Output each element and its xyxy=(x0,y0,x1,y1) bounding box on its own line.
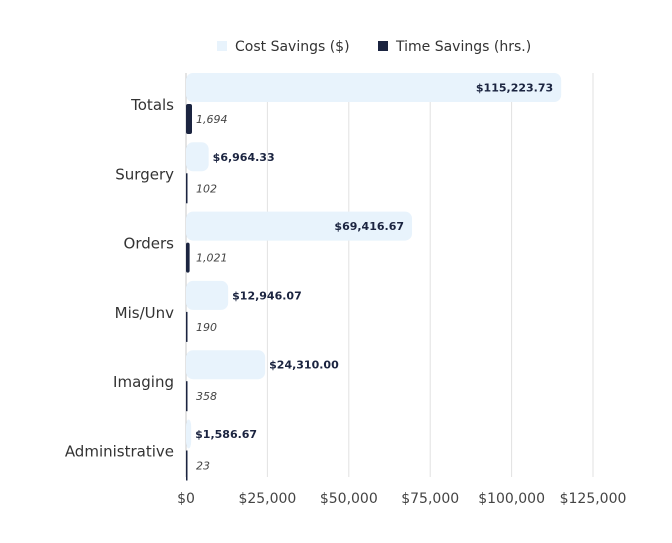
legend-label-time-savings: Time Savings (hrs.) xyxy=(395,39,531,55)
time-savings-label: 190 xyxy=(196,321,217,334)
chart-bars: $115,223.73 1,694 $6,964.33 102 $69,416.67 1,… xyxy=(186,73,562,481)
y-axis: Totals Surgery Orders Mis/Unv Imaging Adminis… xyxy=(65,96,174,461)
cost-savings-label: $1,586.67 xyxy=(195,428,257,441)
time-savings-label: 23 xyxy=(196,460,210,473)
chart-gridlines xyxy=(185,73,594,477)
category-label: Imaging xyxy=(113,373,174,391)
category-label: Orders xyxy=(124,235,175,253)
cost-savings-bar xyxy=(186,73,562,102)
cost-savings-label: $115,223.73 xyxy=(476,82,553,95)
x-tick-label: $50,000 xyxy=(320,491,378,507)
time-savings-label: 102 xyxy=(196,182,217,195)
time-savings-bar xyxy=(186,450,188,481)
cost-savings-label: $69,416.67 xyxy=(334,220,404,233)
x-tick-label: $75,000 xyxy=(401,491,459,507)
category-label: Surgery xyxy=(115,165,174,183)
cost-savings-bar xyxy=(186,350,266,380)
legend-swatch-cost-savings xyxy=(217,41,227,51)
time-savings-label: 1,021 xyxy=(196,252,228,265)
time-savings-bar xyxy=(186,173,188,204)
cost-savings-bar xyxy=(186,142,209,172)
cost-savings-bar xyxy=(186,419,192,449)
category-label: Totals xyxy=(130,96,174,114)
time-savings-bar xyxy=(186,104,192,134)
category-label: Mis/Unv xyxy=(115,304,174,322)
time-savings-bar xyxy=(186,242,190,273)
time-savings-bar xyxy=(186,381,188,412)
time-savings-bar xyxy=(186,311,188,342)
cost-savings-label: $6,964.33 xyxy=(213,151,275,164)
legend-label-cost-savings: Cost Savings ($) xyxy=(235,39,350,55)
x-axis: $0 $25,000 $50,000 $75,000 $100,000 $125,000 xyxy=(177,491,626,507)
cost-savings-label: $12,946.07 xyxy=(232,289,302,302)
time-savings-label: 1,694 xyxy=(196,113,228,126)
chart-legend: Cost Savings ($) Time Savings (hrs.) xyxy=(217,39,531,55)
cost-savings-bar xyxy=(186,280,229,310)
x-tick-label: $100,000 xyxy=(478,491,545,507)
cost-savings-label: $24,310.00 xyxy=(269,359,339,372)
x-tick-label: $125,000 xyxy=(560,491,627,507)
legend-swatch-time-savings xyxy=(378,41,388,51)
category-label: Administrative xyxy=(65,443,174,461)
cost-savings-bar xyxy=(186,211,413,241)
x-tick-label: $25,000 xyxy=(238,491,296,507)
x-tick-label: $0 xyxy=(177,491,195,507)
time-savings-label: 358 xyxy=(196,390,217,403)
